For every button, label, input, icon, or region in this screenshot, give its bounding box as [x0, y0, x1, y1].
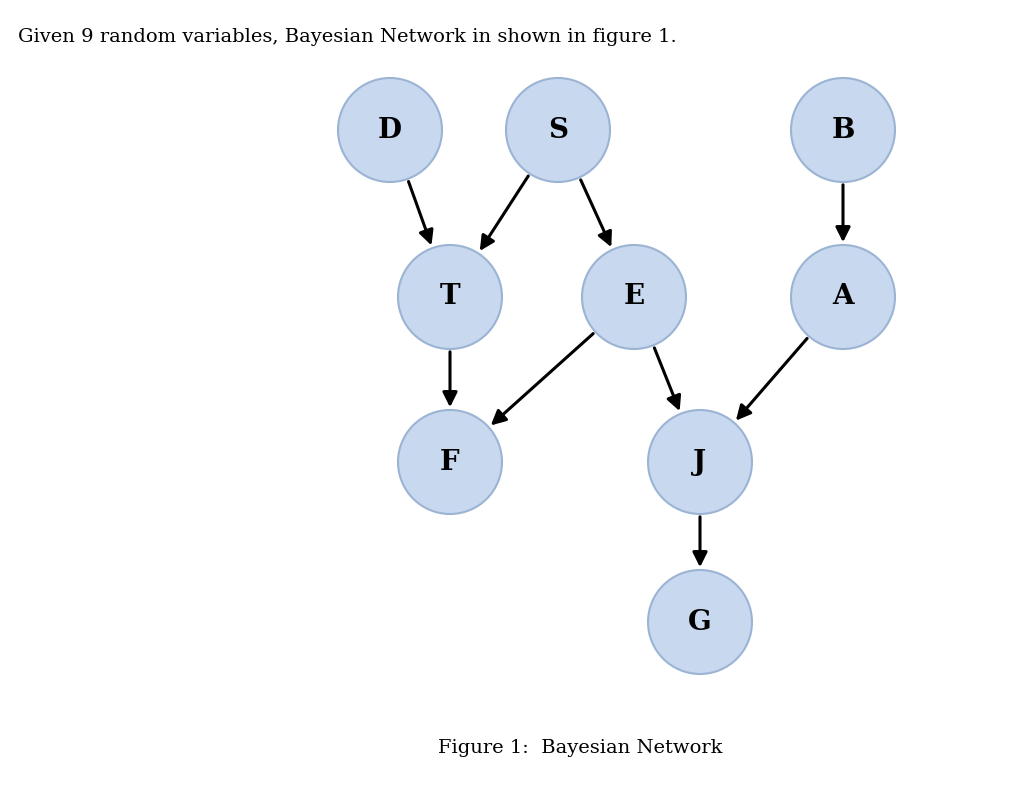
Text: D: D: [378, 117, 402, 144]
Circle shape: [648, 410, 752, 514]
Text: F: F: [440, 448, 460, 476]
Text: Figure 1:  Bayesian Network: Figure 1: Bayesian Network: [437, 739, 722, 757]
Circle shape: [791, 78, 895, 182]
Circle shape: [398, 245, 502, 349]
Text: J: J: [693, 448, 707, 476]
Text: T: T: [439, 283, 461, 310]
Text: E: E: [624, 283, 644, 310]
Text: G: G: [688, 609, 712, 635]
Circle shape: [791, 245, 895, 349]
Circle shape: [398, 410, 502, 514]
Circle shape: [582, 245, 686, 349]
Text: S: S: [548, 117, 568, 144]
Circle shape: [648, 570, 752, 674]
Circle shape: [338, 78, 442, 182]
Text: Given 9 random variables, Bayesian Network in shown in figure 1.: Given 9 random variables, Bayesian Netwo…: [18, 28, 677, 46]
Circle shape: [506, 78, 610, 182]
Text: B: B: [831, 117, 855, 144]
Text: A: A: [833, 283, 854, 310]
